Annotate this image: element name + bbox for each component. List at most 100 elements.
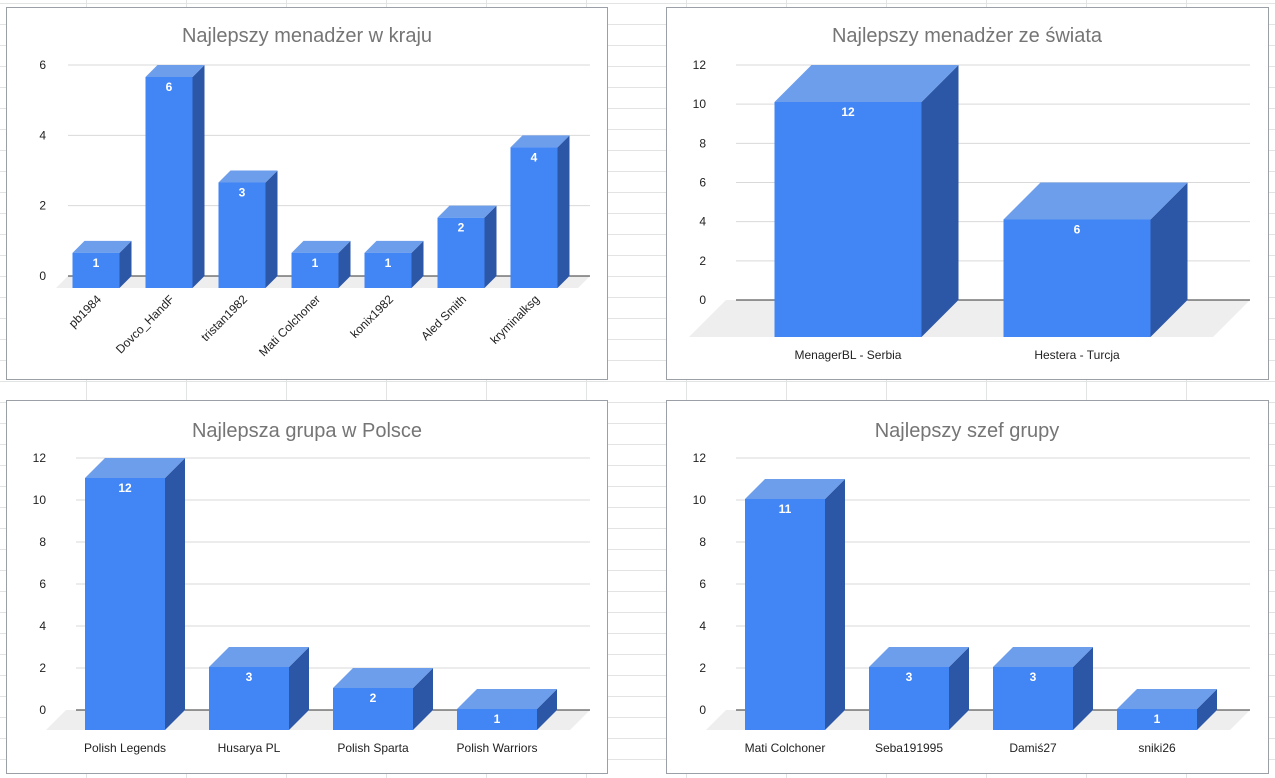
bar-dami-27[interactable] [993,667,1073,730]
bar-top-kryminalksg [510,135,570,148]
bar-top-polish-legends [85,458,185,478]
y-tick-label: 4 [39,128,46,142]
chart-card-best-manager-country[interactable]: Najlepszy menadżer w kraju 0 2 4 6 1 pb1984 6 Do… [6,7,608,380]
chart-title: Najlepszy menadżer ze świata [832,25,1103,47]
data-label: 1 [93,256,100,270]
y-tick-label: 4 [699,619,706,633]
y-tick-label: 4 [699,215,706,229]
y-tick-label: 12 [693,58,707,72]
bar-mati-colchoner[interactable] [291,252,339,288]
x-tick-label: pb1984 [66,292,104,330]
bar-side-husarya-pl [289,647,309,730]
y-tick-label: 10 [693,97,707,111]
data-label: 2 [370,691,377,705]
bar-side-mati-colchoner [825,479,845,730]
x-tick-label: Mati Colchoner [256,292,323,359]
floor [706,710,1250,730]
data-label: 3 [246,670,253,684]
data-label: 6 [1074,223,1081,237]
x-tick-label: Polish Legends [84,741,166,755]
bar-sniki26[interactable] [1117,709,1197,730]
bar-kryminalksg[interactable] [510,147,558,288]
x-tick-label: Dovco_HandF [113,292,177,356]
bar-seba191995[interactable] [869,667,949,730]
data-label: 3 [1030,670,1037,684]
bar-husarya-pl[interactable] [209,667,289,730]
x-tick-label: konix1982 [348,292,397,341]
y-tick-label: 8 [39,535,46,549]
chart-best-manager-country: Najlepszy menadżer w kraju 0 2 4 6 1 pb1984 6 Do… [39,25,590,359]
y-tick-label: 2 [699,661,706,675]
chart-title: Najlepszy menadżer w kraju [182,25,432,47]
bar-top-dovco-handf [145,65,205,77]
bar-top-pb1984 [72,240,132,253]
bar-top-polish-sparta [333,668,433,688]
data-label: 3 [906,670,913,684]
bar-side-kryminalksg [557,135,570,288]
bar-side-menagerbl-serbia [921,65,959,337]
data-label: 6 [166,80,173,94]
chart-card-best-group-poland[interactable]: Najlepsza grupa w Polsce 0 2 4 6 8 10 12 12 Polis… [6,400,608,774]
bar-side-mati-colchoner [338,240,351,288]
bar-polish-sparta[interactable] [333,688,413,730]
y-tick-label: 10 [693,493,707,507]
bar-polish-legends[interactable] [85,478,165,730]
bar-hestera-turcja[interactable] [1003,219,1151,338]
bar-polish-warriors[interactable] [457,709,537,730]
bar-top-aled-smith [437,205,497,218]
x-tick-label: tristan1982 [198,292,250,344]
chart-card-best-manager-world[interactable]: Najlepszy menadżer ze świata 0 2 4 6 8 10 12 12 M… [666,7,1269,380]
y-tick-label: 0 [699,293,706,307]
bar-konix1982[interactable] [364,252,412,288]
y-tick-label: 8 [699,136,706,150]
bar-top-husarya-pl [209,647,309,667]
bar-top-mati-colchoner [291,240,351,253]
bar-dovco-handf[interactable] [145,77,193,288]
x-tick-label: Aled Smith [418,292,469,343]
y-tick-label: 6 [39,58,46,72]
data-label: 1 [312,256,319,270]
bar-side-polish-warriors [537,689,557,730]
x-tick-label: sniki26 [1138,741,1176,755]
chart-best-group-poland: Najlepsza grupa w Polsce02468101212Polis… [33,420,590,755]
y-tick-label: 0 [39,703,46,717]
bar-side-aled-smith [484,205,497,288]
bar-side-dovco-handf [192,65,205,288]
bar-top-dami-27 [993,647,1093,667]
y-tick-label: 6 [699,176,706,190]
data-label: 12 [118,481,132,495]
bar-pb1984[interactable] [72,252,120,288]
bar-top-hestera-turcja [1003,182,1188,220]
bar-aled-smith[interactable] [437,217,485,288]
bar-side-sniki26 [1197,689,1217,730]
chart-card-best-group-boss[interactable]: Najlepszy szef grupy 0 2 4 6 8 10 12 11 Mati Colc… [666,400,1269,774]
bar-side-polish-sparta [413,668,433,730]
y-tick-label: 10 [33,493,47,507]
y-tick-label: 0 [39,269,46,283]
y-tick-label: 0 [699,703,706,717]
bar-side-pb1984 [119,240,132,288]
bar-top-menagerbl-serbia [774,65,959,102]
bar-side-tristan1982 [265,170,278,288]
data-label: 1 [494,712,501,726]
bar-top-konix1982 [364,240,424,253]
data-label: 1 [1154,712,1161,726]
data-label: 1 [385,256,392,270]
x-tick-label: Hestera - Turcja [1034,348,1120,362]
y-tick-label: 4 [39,619,46,633]
y-tick-label: 6 [39,577,46,591]
bar-menagerbl-serbia[interactable] [774,102,922,337]
data-label: 4 [531,150,538,164]
data-label: 12 [841,105,855,119]
chart-best-manager-world: Najlepszy menadżer ze świata 0 2 4 6 8 10 12 12 M… [689,25,1250,362]
data-label: 3 [239,186,246,200]
x-tick-label: Seba191995 [875,741,943,755]
y-tick-label: 2 [39,661,46,675]
y-tick-label: 6 [699,577,706,591]
bar-tristan1982[interactable] [218,182,266,289]
bar-side-seba191995 [949,647,969,730]
bar-side-dami-27 [1073,647,1093,730]
bar-mati-colchoner[interactable] [745,499,825,730]
x-tick-label: MenagerBL - Serbia [795,348,902,362]
bar-top-seba191995 [869,647,969,667]
